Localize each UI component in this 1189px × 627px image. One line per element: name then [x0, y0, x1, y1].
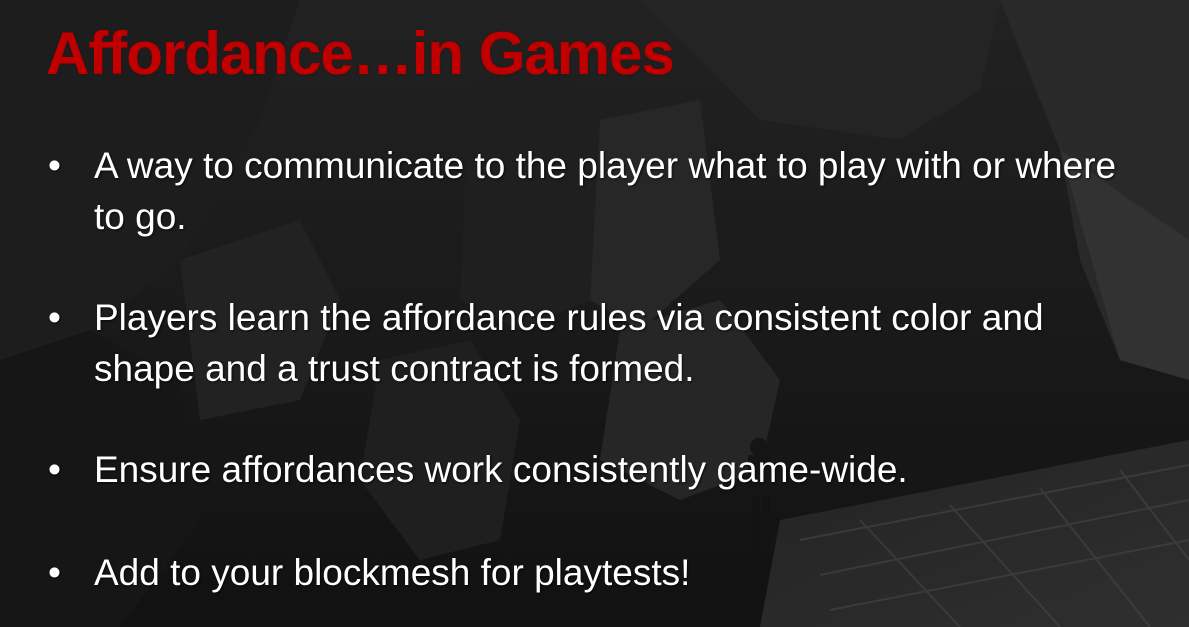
bullet-dot-icon: •	[48, 552, 61, 593]
slide-title: Affordance…in Games	[46, 20, 675, 87]
bullet-item: • Ensure affordances work consistently g…	[44, 444, 1154, 495]
bullet-dot-icon: •	[48, 145, 61, 186]
bullet-item: • A way to communicate to the player wha…	[44, 140, 1154, 242]
bullet-text: A way to communicate to the player what …	[94, 145, 1117, 237]
bullet-text: Players learn the affordance rules via c…	[94, 297, 1044, 389]
bullet-list: • A way to communicate to the player wha…	[44, 140, 1154, 598]
bullet-text: Ensure affordances work consistently gam…	[94, 449, 908, 490]
bullet-text: Add to your blockmesh for playtests!	[94, 552, 691, 593]
bullet-dot-icon: •	[48, 297, 61, 338]
bullet-dot-icon: •	[48, 449, 61, 490]
bullet-item: • Players learn the affordance rules via…	[44, 292, 1154, 394]
bullet-item: • Add to your blockmesh for playtests!	[44, 547, 1154, 598]
